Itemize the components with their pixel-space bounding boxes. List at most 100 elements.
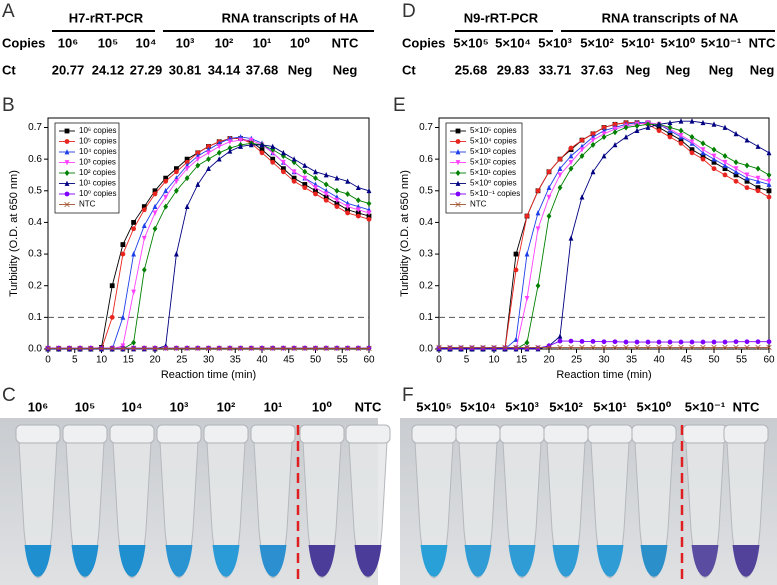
- y-tick-label: 0.4: [419, 217, 433, 228]
- data-point: [766, 194, 772, 200]
- legend-label: 10⁰ copies: [79, 189, 116, 198]
- table-cell: 10¹: [253, 35, 272, 50]
- data-point: [141, 235, 147, 242]
- data-point: [120, 314, 126, 320]
- table-cell: 34.14: [208, 62, 241, 77]
- y-tick-label: 0.5: [28, 185, 42, 196]
- legend-marker: [455, 201, 461, 208]
- data-point: [281, 169, 286, 175]
- y-tick-label: 0.1: [419, 312, 433, 323]
- data-point: [281, 149, 286, 156]
- data-point: [302, 185, 308, 191]
- data-point: [678, 344, 684, 351]
- data-point: [568, 145, 574, 151]
- panel-letter: A: [2, 1, 15, 22]
- data-point: [744, 185, 750, 191]
- tube-cap: [62, 424, 108, 444]
- data-point: [334, 175, 340, 181]
- data-point: [173, 345, 180, 352]
- data-point: [323, 191, 329, 197]
- legend-label: 5×10⁰ copies: [470, 179, 517, 188]
- y-tick-label: 0.3: [419, 249, 433, 260]
- data-point: [733, 339, 739, 345]
- tube: [62, 424, 108, 579]
- data-point: [469, 345, 475, 351]
- data-point: [766, 339, 772, 345]
- tube-liquid: [165, 545, 193, 577]
- y-tick-label: 0.2: [28, 280, 42, 291]
- tube-cap: [156, 424, 202, 444]
- data-point: [109, 345, 115, 352]
- panel-letter: B: [2, 95, 15, 116]
- data-point: [568, 153, 574, 159]
- tube-cap: [587, 424, 633, 444]
- tube: [411, 424, 457, 579]
- tube: [109, 424, 155, 579]
- data-point: [313, 185, 318, 191]
- x-tick-label: 30: [598, 355, 610, 366]
- data-point: [480, 345, 486, 351]
- tube-cap: [411, 424, 457, 444]
- x-tick-label: 25: [176, 355, 188, 366]
- data-point: [130, 345, 137, 352]
- data-point: [259, 147, 265, 153]
- tube-liquid: [596, 545, 624, 577]
- data-point: [766, 181, 772, 187]
- data-point: [535, 188, 541, 194]
- table-cell: 10⁴: [136, 35, 157, 50]
- table-cell: Neg: [626, 62, 651, 77]
- y-tick-label: 0.7: [419, 122, 433, 133]
- data-point: [206, 165, 211, 172]
- x-tick-label: 50: [708, 355, 720, 366]
- data-point: [689, 339, 695, 345]
- data-point: [524, 213, 530, 219]
- data-point: [458, 345, 464, 351]
- x-tick-label: 25: [571, 355, 583, 366]
- data-point: [195, 181, 201, 187]
- tube: [499, 424, 545, 579]
- x-tick-label: 60: [363, 355, 375, 366]
- data-point: [205, 345, 212, 352]
- data-point: [270, 156, 276, 162]
- tube: [455, 424, 501, 579]
- data-point: [355, 197, 361, 204]
- data-point: [623, 344, 629, 351]
- data-point: [524, 345, 530, 351]
- x-tick-label: 50: [310, 355, 322, 366]
- data-point: [56, 345, 62, 352]
- data-point: [700, 119, 706, 126]
- x-tick-label: 60: [763, 355, 775, 366]
- table-method: H7-rRT-PCR: [69, 10, 144, 25]
- data-point: [557, 165, 563, 172]
- data-point: [623, 339, 629, 345]
- data-point: [120, 345, 126, 352]
- data-point: [689, 133, 695, 140]
- legend-box: [445, 122, 523, 214]
- panel-letter: F: [402, 385, 414, 406]
- data-point: [302, 175, 308, 182]
- x-tick-label: 40: [256, 355, 268, 366]
- data-point: [184, 175, 190, 182]
- legend-label: 10⁶ copies: [79, 126, 117, 135]
- data-point: [535, 210, 541, 216]
- data-point: [355, 345, 361, 352]
- y-axis-label: Turbidity (O.D. at 650 nm): [399, 170, 411, 297]
- data-point: [678, 118, 684, 124]
- data-point: [755, 165, 761, 172]
- data-point: [656, 344, 662, 351]
- legend-marker: [64, 149, 70, 155]
- tube-cap: [682, 424, 728, 444]
- x-tick-label: 15: [516, 355, 528, 366]
- data-point: [195, 162, 201, 169]
- data-point: [174, 251, 179, 257]
- tube-cap: [109, 424, 155, 444]
- data-point: [590, 344, 596, 351]
- data-point: [524, 295, 530, 302]
- legend-marker: [64, 170, 70, 176]
- data-point: [722, 124, 728, 130]
- table-cell: 30.81: [169, 62, 202, 77]
- data-point: [227, 345, 233, 352]
- tube-cap: [15, 424, 61, 444]
- data-point: [722, 166, 728, 172]
- data-point: [259, 345, 265, 352]
